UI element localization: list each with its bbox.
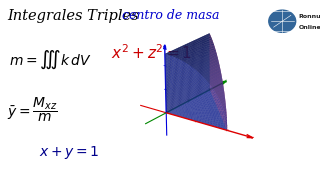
Text: $x + y = 1$: $x + y = 1$ — [39, 144, 100, 161]
Text: Online: Online — [299, 25, 320, 30]
Text: Ronnu: Ronnu — [299, 14, 320, 19]
Text: Integrales Triples: Integrales Triples — [7, 9, 139, 23]
Text: $\bar{y} = \dfrac{M_{xz}}{m}$: $\bar{y} = \dfrac{M_{xz}}{m}$ — [7, 95, 58, 124]
Circle shape — [269, 10, 296, 32]
Text: $x^2 + z^2 = 1$: $x^2 + z^2 = 1$ — [111, 43, 192, 62]
Text: $m = \iiint k\,dV$: $m = \iiint k\,dV$ — [9, 49, 92, 71]
Text: centro de masa: centro de masa — [122, 9, 219, 22]
